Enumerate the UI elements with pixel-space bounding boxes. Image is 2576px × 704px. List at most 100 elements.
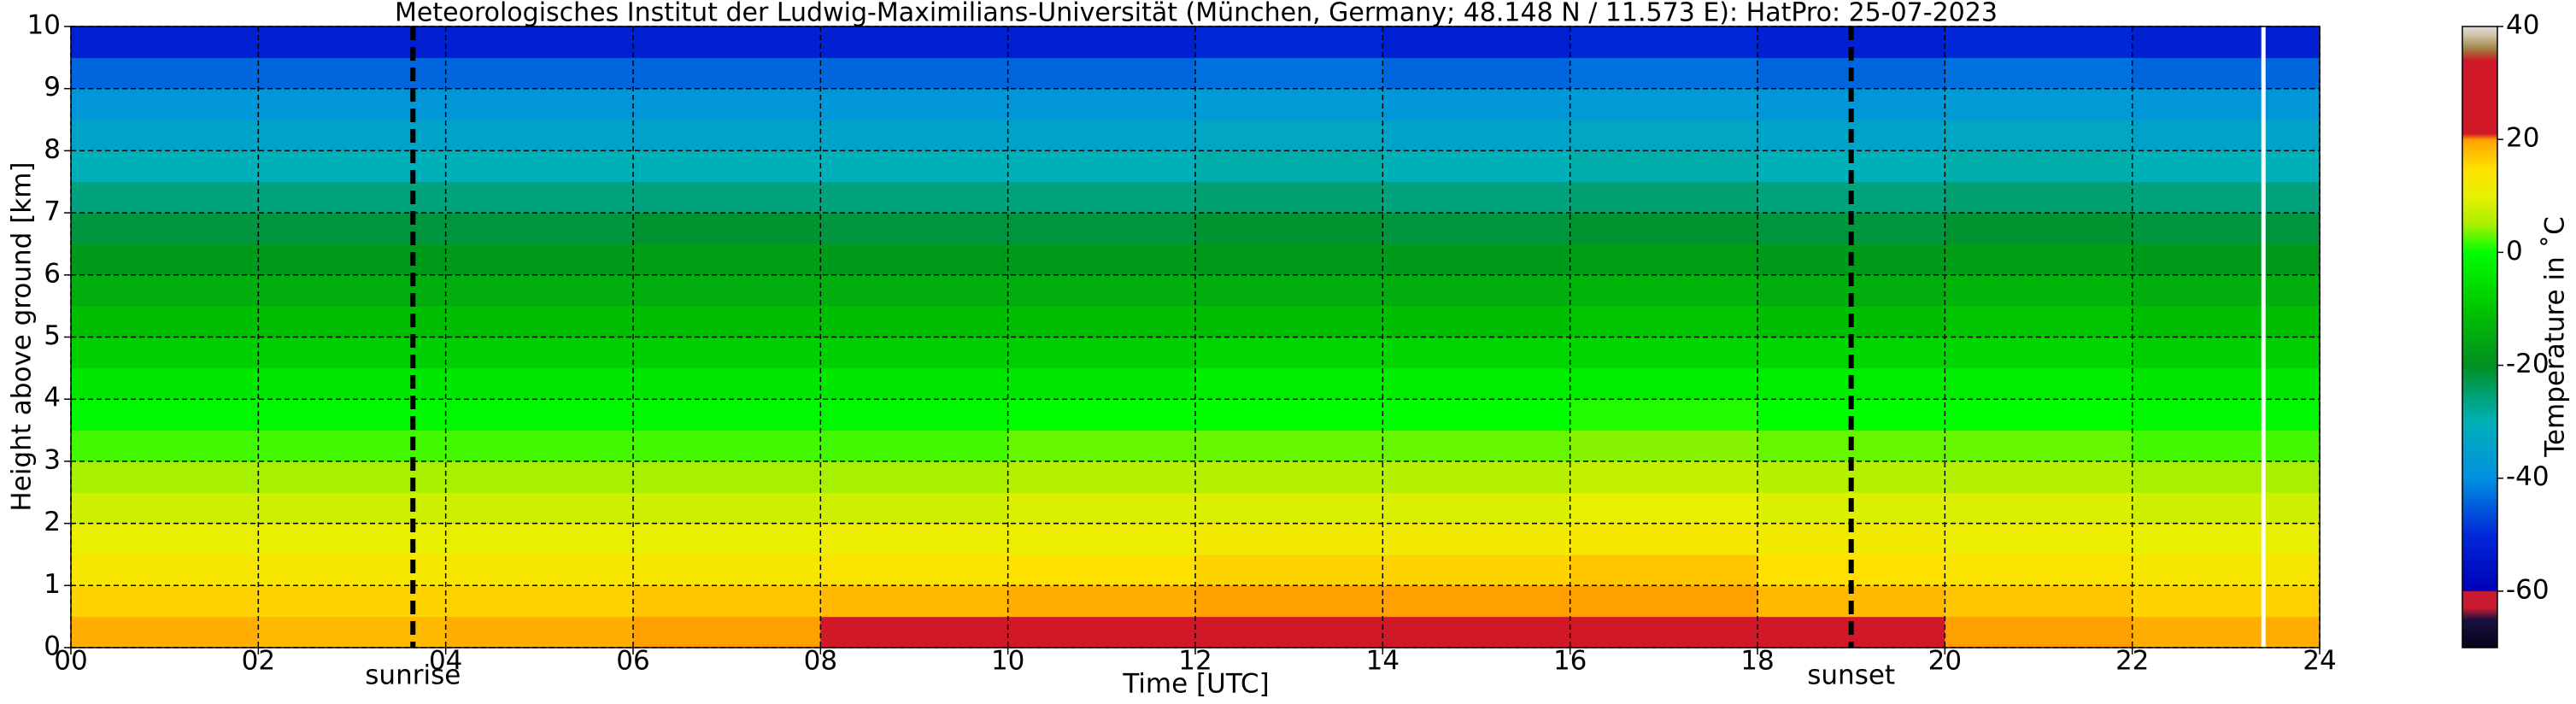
heatmap-cell	[1195, 213, 1383, 244]
x-tick-label: 16	[1553, 646, 1587, 677]
heatmap-cell	[633, 150, 821, 183]
colorbar-segment	[2462, 607, 2497, 620]
heatmap-cell	[1195, 523, 1383, 555]
colorbar-segment	[2462, 619, 2497, 648]
heatmap-cell	[445, 461, 634, 493]
heatmap-cell	[1945, 337, 2133, 369]
heatmap-cell	[258, 337, 447, 369]
heatmap-cell	[1007, 274, 1196, 307]
colorbar-label: Temperature in ˚C	[2540, 216, 2571, 457]
heatmap-cell	[633, 585, 821, 618]
x-tick-label: 22	[2115, 646, 2149, 677]
marker-label: sunrise	[365, 660, 461, 691]
heatmap-cell	[445, 213, 634, 244]
y-tick-label: 10	[27, 10, 61, 41]
heatmap-cell	[820, 430, 1009, 462]
heatmap-cell	[1570, 243, 1758, 276]
heatmap-cell	[633, 181, 821, 214]
heatmap-cell	[258, 367, 447, 400]
heatmap-cell	[1945, 181, 2133, 214]
heatmap-cell	[633, 57, 821, 90]
heatmap-cell	[1007, 26, 1196, 58]
heatmap-cell	[2132, 243, 2321, 276]
heatmap-cell	[1570, 26, 1758, 58]
heatmap-cell	[1007, 461, 1196, 493]
heatmap-cell	[258, 616, 447, 648]
heatmap-cell	[2132, 213, 2321, 244]
heatmap-cell	[1945, 585, 2133, 618]
heatmap-cell	[445, 26, 634, 58]
heatmap-cell	[1007, 120, 1196, 151]
heatmap-cell	[258, 492, 447, 525]
colorbar-tick-label: 40	[2506, 10, 2539, 41]
colorbar-tick-label: -60	[2506, 574, 2550, 605]
heatmap-cell	[1195, 585, 1383, 618]
heatmap-cell	[1945, 461, 2133, 493]
heatmap-cell	[1945, 306, 2133, 337]
heatmap-cell	[445, 492, 634, 525]
heatmap-cell	[633, 243, 821, 276]
heatmap-cell	[1382, 399, 1571, 431]
heatmap-cell	[820, 399, 1009, 431]
heatmap-cell	[633, 492, 821, 525]
heatmap-cell	[445, 585, 634, 618]
heatmap-cell	[1945, 88, 2133, 120]
heatmap-cell	[1570, 274, 1758, 307]
colorbar-segment	[2462, 421, 2497, 479]
heatmap-cell	[71, 461, 259, 493]
heatmap-cell	[820, 213, 1009, 244]
heatmap-cell	[1195, 399, 1383, 431]
heatmap-cell	[1945, 57, 2133, 90]
colorbar-segment	[2462, 393, 2497, 423]
heatmap-cell	[633, 26, 821, 58]
heatmap-cell	[1195, 274, 1383, 307]
colorbar-frame	[2462, 26, 2498, 648]
heatmap-cell	[445, 243, 634, 276]
heatmap-cell	[71, 306, 259, 337]
heatmap-cell	[1382, 181, 1571, 214]
heatmap-cell	[445, 554, 634, 586]
heatmap-cell	[258, 57, 447, 90]
heatmap-cell	[445, 399, 634, 431]
heatmap-cell	[1007, 399, 1196, 431]
heatmap-cell	[1570, 181, 1758, 214]
heatmap-cell	[2132, 367, 2321, 400]
heatmap-cell	[820, 523, 1009, 555]
heatmap-cell	[820, 150, 1009, 183]
heatmap-cell	[1382, 585, 1571, 618]
heatmap-cell	[258, 461, 447, 493]
y-axis-label: Height above ground [km]	[7, 161, 38, 511]
heatmap-cell	[1382, 26, 1571, 58]
heatmap-cell	[820, 585, 1009, 618]
y-tick-label: 2	[44, 507, 61, 537]
heatmap-cell	[1007, 430, 1196, 462]
heatmap-cell	[71, 274, 259, 307]
heatmap-cell	[1382, 616, 1571, 648]
colorbar-segment	[2462, 38, 2497, 50]
heatmap-cell	[445, 88, 634, 120]
heatmap-cell	[1195, 367, 1383, 400]
heatmap-cell	[71, 523, 259, 555]
heatmap-cell	[1007, 150, 1196, 183]
colorbar-segment	[2462, 224, 2497, 253]
heatmap-cell	[71, 120, 259, 151]
heatmap-cell	[1570, 554, 1758, 586]
heatmap-cell	[1945, 26, 2133, 58]
heatmap-cell	[1195, 181, 1383, 214]
x-tick-label: 08	[804, 646, 837, 677]
heatmap-cell	[1945, 554, 2133, 586]
heatmap-cell	[1007, 337, 1196, 369]
colorbar-segment	[2462, 252, 2497, 309]
x-tick-label: 24	[2303, 646, 2336, 677]
y-tick-label: 4	[44, 383, 61, 414]
heatmap-cell	[1382, 367, 1571, 400]
y-tick-label: 7	[44, 197, 61, 227]
heatmap-cell	[258, 523, 447, 555]
heatmap-cell	[1195, 150, 1383, 183]
colorbar-tick-label: 20	[2506, 123, 2539, 154]
heatmap-cell	[1945, 150, 2133, 183]
heatmap-cell	[71, 585, 259, 618]
heatmap-cell	[445, 337, 634, 369]
y-tick-label: 3	[44, 444, 61, 475]
heatmap-cell	[445, 57, 634, 90]
